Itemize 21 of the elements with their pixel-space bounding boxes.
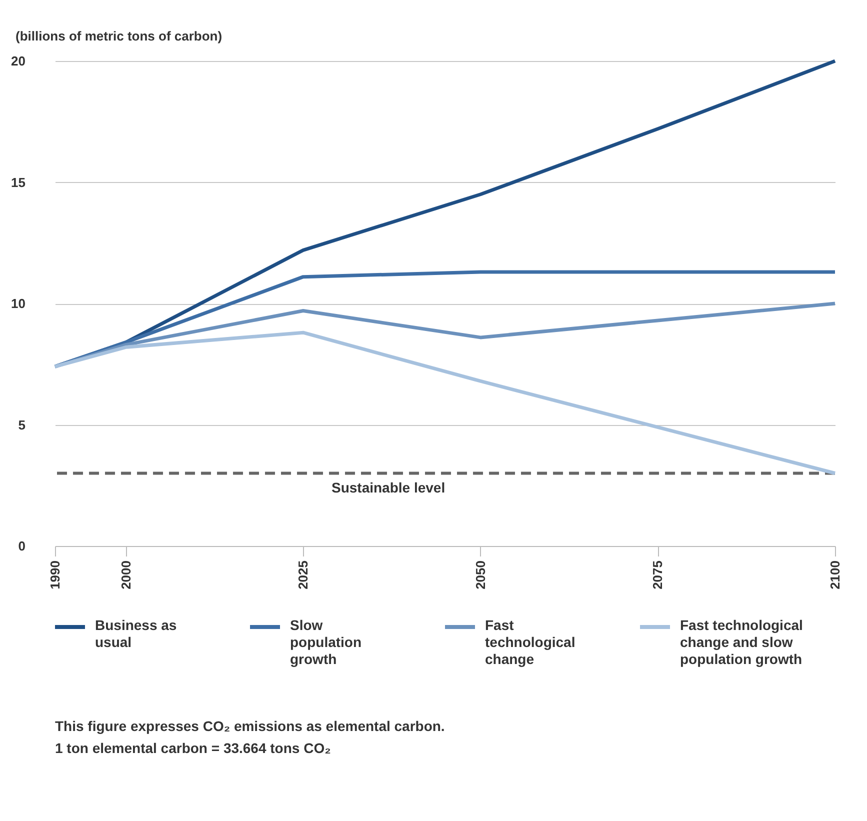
x-tick-label: 2075: [650, 560, 666, 590]
y-tick-label: 15: [11, 174, 26, 190]
text: 1 ton elemental carbon = 33.664 tons CO₂: [55, 740, 331, 756]
line-series: [53, 302, 837, 368]
legend-label: Fast technological change and slow population growth: [680, 617, 803, 667]
legend-label: Slow population growth: [290, 617, 362, 667]
x-tick-label: 2025: [296, 560, 311, 590]
x-tick-label: 2050: [472, 560, 488, 590]
y-tick-label: 10: [11, 296, 26, 311]
line-series: [53, 330, 837, 475]
y-tick-label: 0: [18, 538, 26, 554]
x-tick-label: 2100: [828, 560, 842, 590]
x-tick-label: 1990: [48, 560, 62, 590]
y-tick-label: 20: [11, 54, 26, 68]
text: This figure expresses CO₂ emissions as elemental carbon.: [55, 718, 445, 734]
y-tick-label: 5: [18, 417, 26, 432]
ref-line-label: Sustainable level: [331, 479, 446, 496]
legend-label: Business as usual: [95, 617, 177, 650]
y-axis-title: (billions of metric tons of carbon): [16, 28, 222, 44]
legend-label: Fast technological change: [485, 617, 576, 667]
x-tick-label: 2000: [118, 560, 134, 590]
